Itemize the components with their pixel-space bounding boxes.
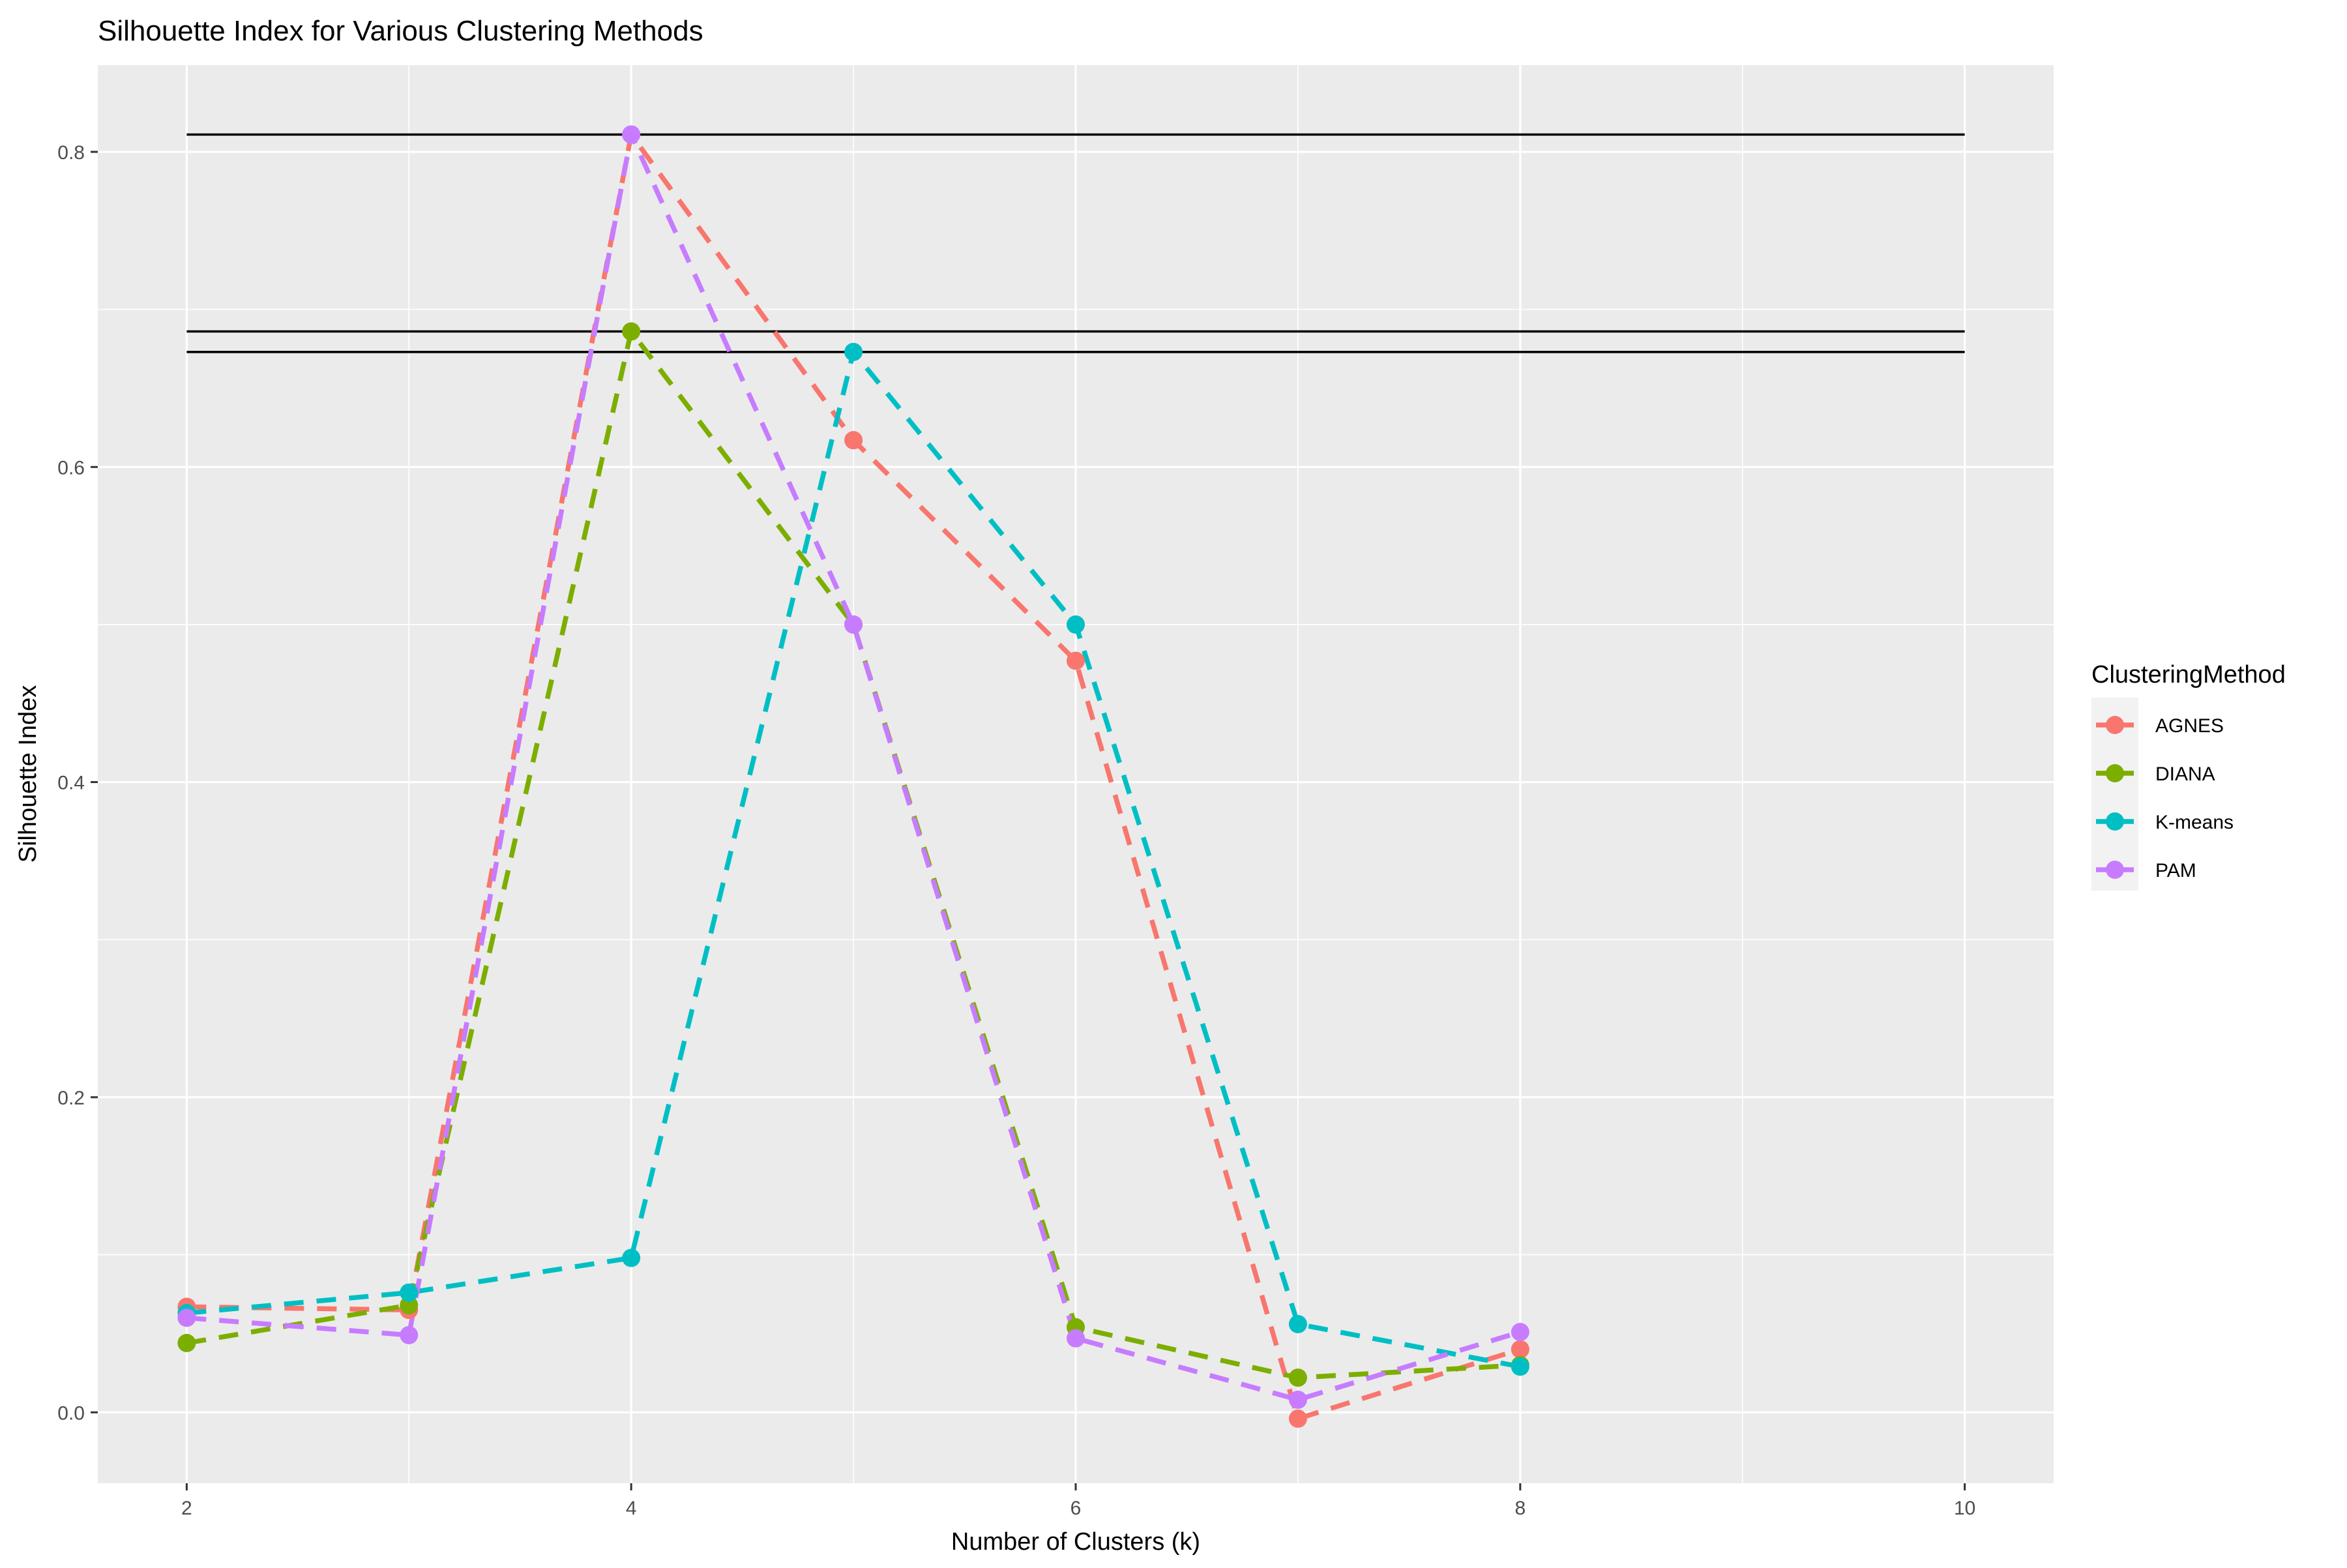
x-axis-title: Number of Clusters (k) xyxy=(951,1528,1200,1556)
data-point-agnes xyxy=(1511,1340,1529,1359)
data-point-pam xyxy=(1067,1329,1085,1348)
data-point-diana xyxy=(177,1333,196,1352)
data-point-diana xyxy=(400,1295,419,1314)
legend: ClusteringMethod AGNES DIANA K-means PAM xyxy=(2091,661,2286,891)
y-tick-label: 0.4 xyxy=(57,773,85,794)
x-axis: 2 4 6 8 10 xyxy=(181,1483,1975,1519)
legend-label: DIANA xyxy=(2155,763,2215,785)
y-axis-title: Silhouette Index xyxy=(14,685,42,863)
data-point-k-means xyxy=(400,1283,419,1302)
y-tick-label: 0.0 xyxy=(57,1402,85,1424)
y-tick-label: 0.6 xyxy=(57,457,85,479)
legend-keys: AGNES DIANA K-means PAM xyxy=(2091,698,2234,891)
legend-label: AGNES xyxy=(2155,715,2224,737)
data-point-agnes xyxy=(1288,1409,1307,1428)
data-point-pam xyxy=(400,1325,419,1344)
y-tick-label: 0.8 xyxy=(57,142,85,164)
legend-key-point xyxy=(2106,812,2124,831)
data-point-pam xyxy=(1511,1323,1529,1341)
x-tick-label: 2 xyxy=(181,1498,192,1519)
series-points xyxy=(177,125,1529,1428)
data-point-diana xyxy=(622,322,641,341)
data-point-diana xyxy=(1288,1368,1307,1387)
x-tick-label: 4 xyxy=(626,1498,637,1519)
data-point-pam xyxy=(622,125,641,144)
y-tick-label: 0.2 xyxy=(57,1087,85,1109)
data-point-pam xyxy=(1288,1390,1307,1409)
chart-title: Silhouette Index for Various Clustering … xyxy=(98,15,703,47)
legend-key-point xyxy=(2106,861,2124,879)
data-point-k-means xyxy=(1067,615,1085,634)
data-point-pam xyxy=(844,615,863,634)
legend-key-point xyxy=(2106,764,2124,782)
legend-label: PAM xyxy=(2155,860,2196,881)
data-point-pam xyxy=(177,1309,196,1327)
data-point-k-means xyxy=(1511,1357,1529,1376)
data-point-k-means xyxy=(622,1249,641,1267)
x-tick-label: 10 xyxy=(1954,1498,1975,1519)
data-point-k-means xyxy=(1288,1314,1307,1333)
legend-label: K-means xyxy=(2155,812,2234,833)
major-gridlines xyxy=(98,65,2054,1483)
legend-key-point xyxy=(2106,716,2124,734)
reference-lines xyxy=(186,133,1965,353)
x-tick-label: 6 xyxy=(1070,1498,1082,1519)
x-tick-label: 8 xyxy=(1514,1498,1526,1519)
data-point-agnes xyxy=(844,431,863,450)
legend-title: ClusteringMethod xyxy=(2091,661,2286,688)
data-point-agnes xyxy=(1067,651,1085,670)
y-axis: 0.0 0.2 0.4 0.6 0.8 xyxy=(57,142,98,1424)
data-point-k-means xyxy=(844,342,863,361)
